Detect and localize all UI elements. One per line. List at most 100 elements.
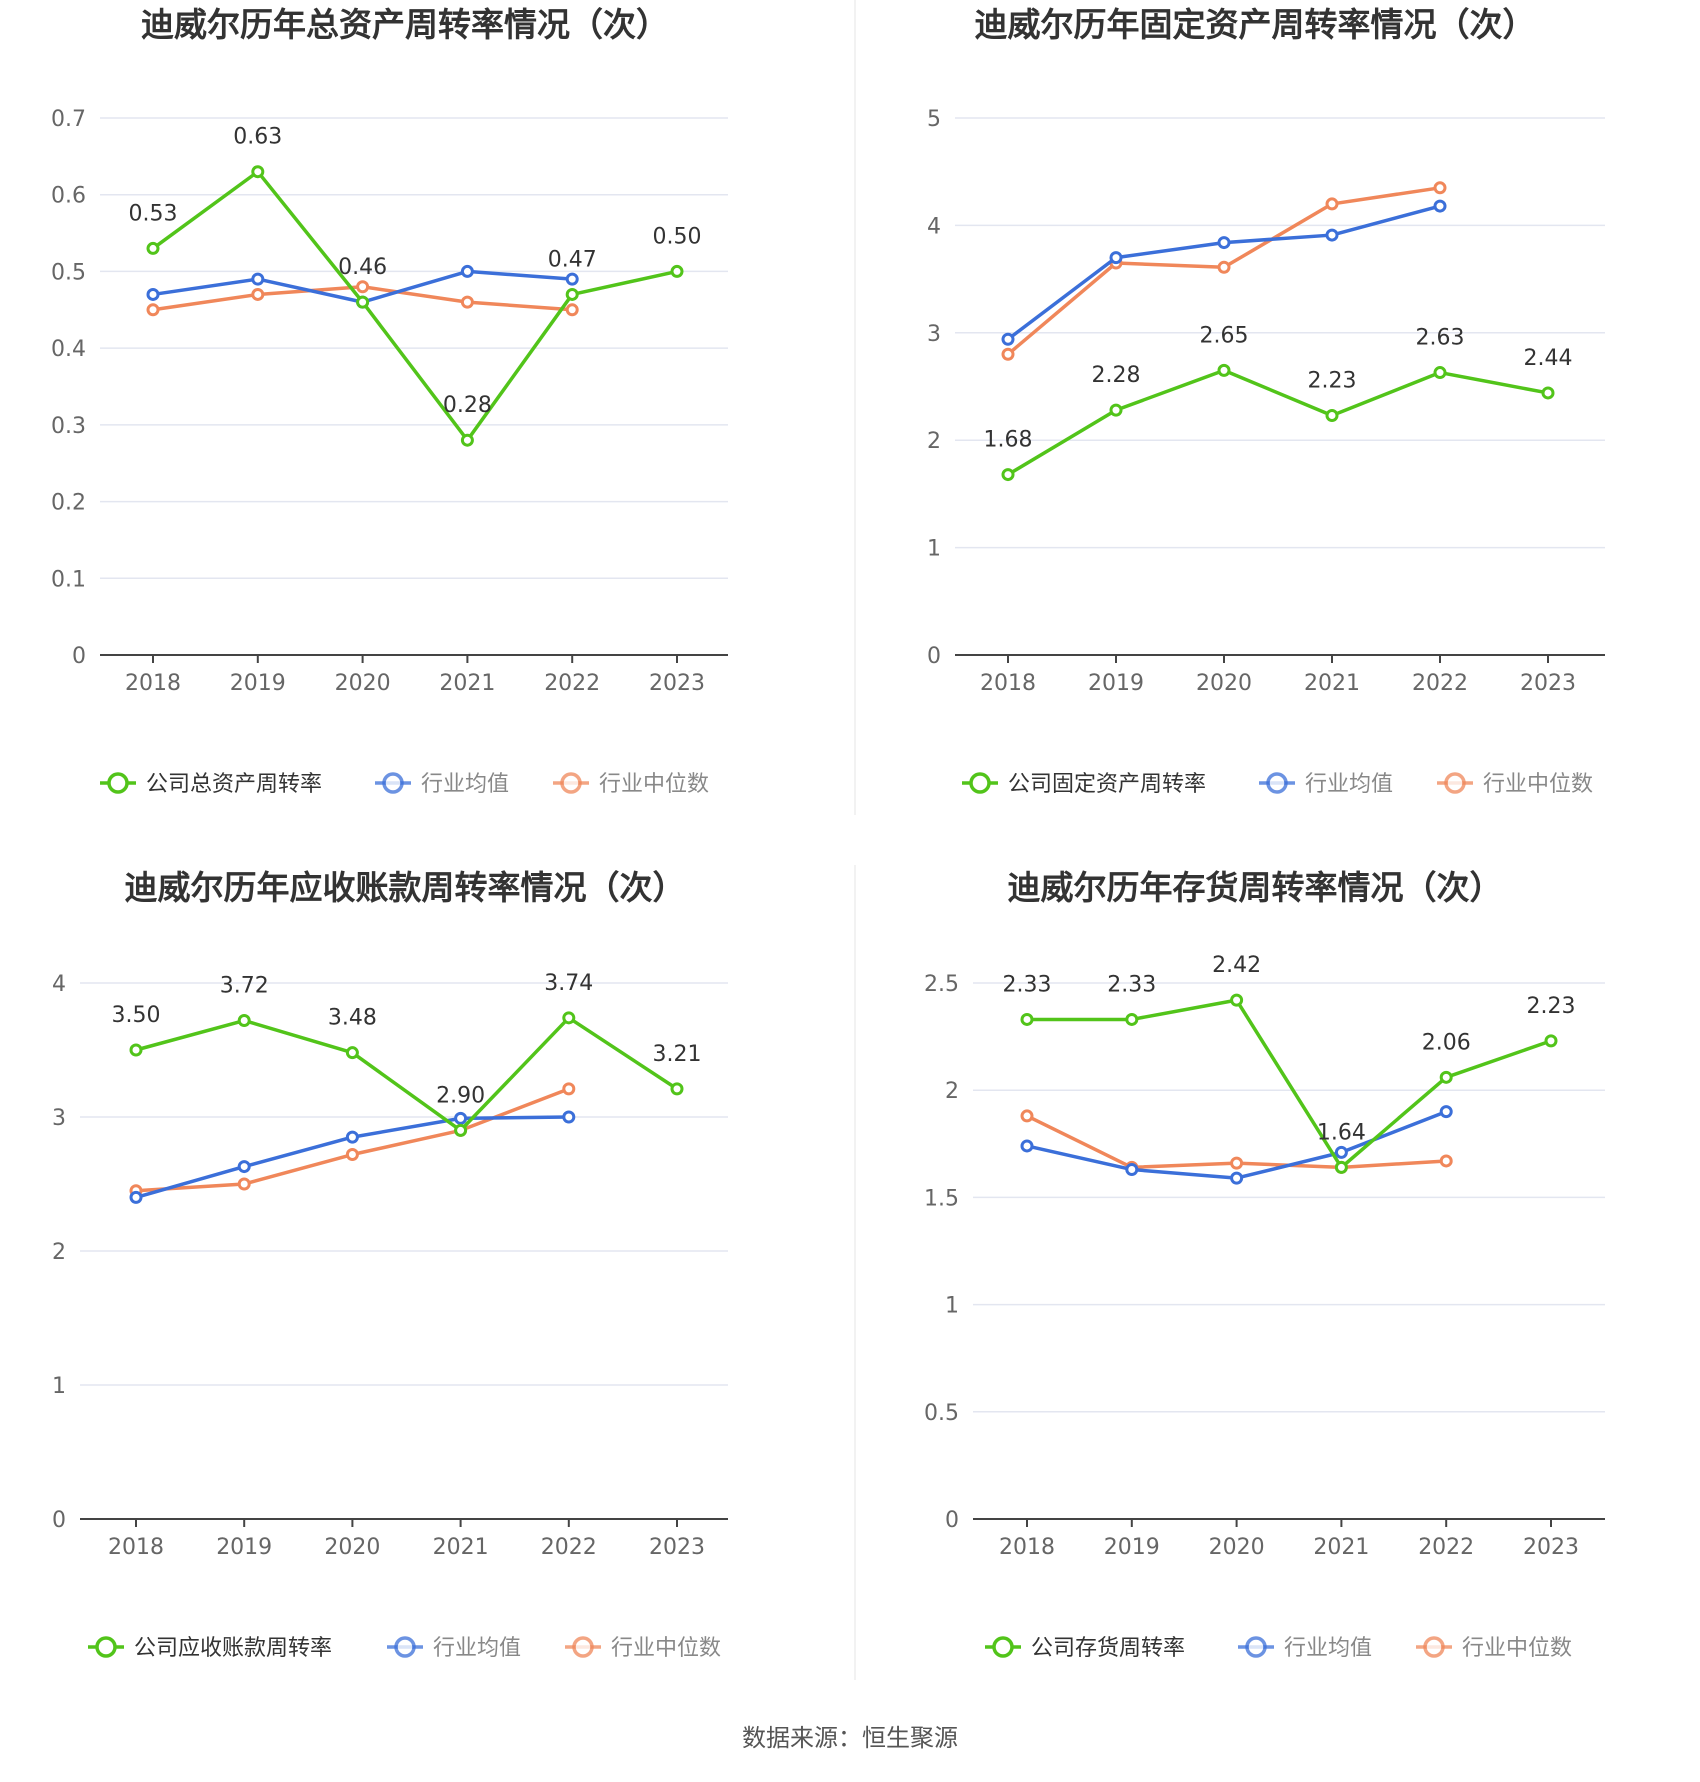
data-point-avg bbox=[1217, 236, 1231, 250]
data-point-company bbox=[670, 264, 684, 278]
legend-item-median[interactable]: 行业中位数 bbox=[1437, 772, 1593, 797]
chart-title: 迪威尔历年存货周转率情况（次） bbox=[1008, 868, 1503, 907]
data-point-company bbox=[1541, 386, 1555, 400]
data-point-median bbox=[1439, 1154, 1453, 1168]
legend-marker bbox=[992, 1636, 1014, 1658]
data-point-avg bbox=[562, 1110, 576, 1124]
x-tick-label: 2020 bbox=[1196, 671, 1252, 696]
legend-item-company[interactable]: 公司应收账款周转率 bbox=[88, 1636, 332, 1661]
legend-item-median[interactable]: 行业中位数 bbox=[565, 1636, 721, 1661]
data-point-company bbox=[251, 165, 265, 179]
data-label: 3.48 bbox=[328, 1006, 377, 1031]
series-line-company bbox=[135, 1016, 678, 1133]
data-point-avg bbox=[460, 264, 474, 278]
legend-item-avg[interactable]: 行业均值 bbox=[375, 772, 509, 797]
data-point-company bbox=[146, 241, 160, 255]
legend-marker bbox=[1423, 1636, 1445, 1658]
data-point-company bbox=[565, 287, 579, 301]
legend-item-median[interactable]: 行业中位数 bbox=[1416, 1636, 1572, 1661]
data-point-median bbox=[251, 287, 265, 301]
legend-label: 行业中位数 bbox=[1462, 1636, 1572, 1661]
series-line-company bbox=[151, 169, 678, 442]
data-point-median bbox=[345, 1148, 359, 1162]
chart-panel-2: 迪威尔历年固定资产周转率情况（次） 0 1 2 3 4 5 2018 2019 2020 2021 2… bbox=[927, 5, 1605, 797]
x-tick-label: 2020 bbox=[1209, 1535, 1265, 1560]
data-point-avg bbox=[129, 1190, 143, 1204]
legend-item-median[interactable]: 行业中位数 bbox=[553, 772, 709, 797]
x-tick-label: 2018 bbox=[999, 1535, 1055, 1560]
legend-item-company[interactable]: 公司存货周转率 bbox=[985, 1636, 1185, 1661]
legend-label: 公司总资产周转率 bbox=[146, 772, 322, 797]
y-tick-label: 2 bbox=[945, 1079, 959, 1104]
x-tick-label: 2019 bbox=[216, 1535, 272, 1560]
legend-label: 公司存货周转率 bbox=[1031, 1636, 1185, 1661]
y-tick-label: 0.4 bbox=[51, 337, 86, 362]
data-point-company bbox=[454, 1123, 468, 1137]
legend-label: 行业均值 bbox=[421, 772, 509, 797]
y-tick-label: 0 bbox=[52, 1508, 66, 1533]
data-point-company bbox=[1439, 1070, 1453, 1084]
data-point-avg bbox=[565, 272, 579, 286]
data-label: 2.23 bbox=[1527, 994, 1576, 1019]
legend-label: 行业中位数 bbox=[611, 1636, 721, 1661]
data-point-median bbox=[237, 1177, 251, 1191]
data-label: 2.63 bbox=[1416, 326, 1465, 351]
y-tick-label: 0.5 bbox=[924, 1401, 959, 1426]
legend-item-company[interactable]: 公司固定资产周转率 bbox=[962, 772, 1206, 797]
data-label: 0.46 bbox=[338, 255, 387, 280]
x-tick-label: 2021 bbox=[439, 671, 495, 696]
data-label: 0.28 bbox=[443, 393, 492, 418]
x-tick-label: 2020 bbox=[335, 671, 391, 696]
data-label: 2.23 bbox=[1308, 368, 1357, 393]
data-point-median bbox=[1433, 181, 1447, 195]
x-tick-label: 2022 bbox=[544, 671, 600, 696]
data-point-median bbox=[460, 295, 474, 309]
data-point-company bbox=[1433, 366, 1447, 380]
legend-label: 公司应收账款周转率 bbox=[134, 1636, 332, 1661]
x-tick-label: 2023 bbox=[649, 671, 705, 696]
data-point-avg bbox=[1001, 332, 1015, 346]
x-tick-label: 2021 bbox=[1304, 671, 1360, 696]
data-point-median bbox=[1001, 347, 1015, 361]
data-label: 1.68 bbox=[984, 428, 1033, 453]
series-line-company bbox=[1027, 998, 1552, 1170]
chart-title: 迪威尔历年固定资产周转率情况（次） bbox=[975, 5, 1536, 44]
legend-label: 公司固定资产周转率 bbox=[1008, 772, 1206, 797]
y-tick-label: 1 bbox=[927, 537, 941, 562]
data-source-note: 数据来源：恒生聚源 bbox=[742, 1724, 958, 1752]
data-label: 2.28 bbox=[1092, 363, 1141, 388]
series-line-company bbox=[1007, 368, 1549, 477]
legend-label: 行业均值 bbox=[1284, 1636, 1372, 1661]
legend-marker bbox=[1266, 772, 1288, 794]
data-point-median bbox=[565, 303, 579, 317]
data-point-avg bbox=[146, 287, 160, 301]
x-tick-label: 2021 bbox=[1313, 1535, 1369, 1560]
legend-item-avg[interactable]: 行业均值 bbox=[387, 1636, 521, 1661]
data-point-company bbox=[1125, 1012, 1139, 1026]
data-label: 2.65 bbox=[1200, 323, 1249, 348]
data-point-median bbox=[1230, 1156, 1244, 1170]
data-point-company bbox=[356, 295, 370, 309]
x-tick-label: 2023 bbox=[1523, 1535, 1579, 1560]
data-point-company bbox=[1230, 993, 1244, 1007]
data-point-avg bbox=[1325, 228, 1339, 242]
data-point-median bbox=[146, 303, 160, 317]
x-tick-label: 2023 bbox=[649, 1535, 705, 1560]
legend-marker bbox=[1245, 1636, 1267, 1658]
data-point-company bbox=[1020, 1012, 1034, 1026]
x-tick-label: 2022 bbox=[1412, 671, 1468, 696]
y-tick-label: 3 bbox=[927, 322, 941, 347]
data-point-median bbox=[1325, 197, 1339, 211]
legend-item-avg[interactable]: 行业均值 bbox=[1238, 1636, 1372, 1661]
legend-marker bbox=[95, 1636, 117, 1658]
y-tick-label: 0.3 bbox=[51, 414, 86, 439]
data-point-median bbox=[1217, 260, 1231, 274]
data-label: 0.53 bbox=[129, 201, 178, 226]
data-point-company bbox=[237, 1014, 251, 1028]
legend-item-company[interactable]: 公司总资产周转率 bbox=[100, 772, 322, 797]
data-label: 2.90 bbox=[436, 1083, 485, 1108]
legend-item-avg[interactable]: 行业均值 bbox=[1259, 772, 1393, 797]
legend-marker bbox=[394, 1636, 416, 1658]
data-point-avg bbox=[1109, 251, 1123, 265]
